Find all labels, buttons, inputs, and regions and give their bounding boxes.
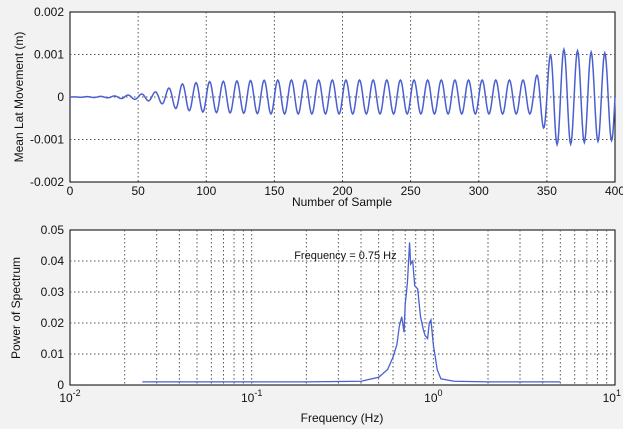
top-xtick-label: 0 [67, 184, 74, 198]
bottom-ytick-label: 0 [57, 378, 64, 392]
bottom-ticks: 0.05 0.04 0.03 0.02 0.01 010-2 10-1 100 101 [41, 223, 621, 405]
bottom-panel: 0.05 0.04 0.03 0.02 0.01 010-2 10-1 100 101 Freq… [9, 223, 621, 425]
bottom-plot-area [69, 229, 616, 386]
top-xtick-label: 350 [537, 184, 557, 198]
bottom-xtick-label: 10-2 [59, 388, 80, 405]
bottom-ytick-label: 0.02 [41, 316, 65, 330]
top-series-line [70, 46, 616, 148]
top-xtick-label: 250 [401, 184, 421, 198]
top-ytick-label: 0.002 [34, 5, 64, 19]
bottom-ytick-label: 0.01 [41, 347, 65, 361]
bottom-xtick-label: 10-1 [241, 388, 262, 405]
top-ytick-label: -0.001 [30, 133, 64, 147]
top-ytick-label: 0.001 [34, 48, 64, 62]
top-ticks: 0 50 100 150 200 250 300 350 4000.0020.0010-0.00… [30, 5, 623, 198]
top-panel: 0 50 100 150 200 250 300 350 4000.0020.0010-0.00… [12, 5, 623, 209]
top-xtick-label: 50 [131, 184, 145, 198]
top-xtick-label: 200 [332, 184, 352, 198]
bottom-xtick-label: 100 [424, 388, 442, 405]
bottom-ytick-label: 0.04 [41, 254, 65, 268]
top-ylabel: Mean Lat Movement (m) [12, 32, 26, 163]
top-xtick-label: 100 [196, 184, 216, 198]
top-ytick-label: 0 [57, 90, 64, 104]
top-xtick-label: 150 [264, 184, 284, 198]
bottom-xtick-label: 101 [603, 388, 621, 405]
bottom-ytick-label: 0.03 [41, 285, 65, 299]
bottom-grid [70, 230, 615, 385]
bottom-series-line [142, 242, 561, 383]
top-xtick-label: 300 [469, 184, 489, 198]
top-xlabel: Number of Sample [292, 195, 392, 209]
top-xtick-label: 400 [605, 184, 623, 198]
frequency-annotation: Frequency = 0.75 Hz [294, 250, 396, 262]
bottom-ylabel: Power of Spectrum [9, 257, 23, 359]
top-ytick-label: -0.002 [30, 175, 64, 189]
bottom-xlabel: Frequency (Hz) [301, 411, 384, 425]
bottom-ytick-label: 0.05 [41, 223, 65, 237]
